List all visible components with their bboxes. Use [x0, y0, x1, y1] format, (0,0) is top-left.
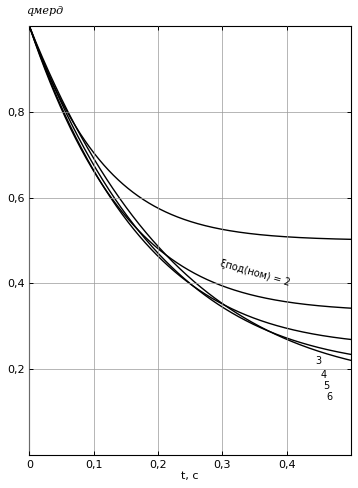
Text: qмерд: qмерд	[26, 6, 63, 16]
Text: 6: 6	[326, 392, 333, 402]
Text: ξпод(ном) = 2: ξпод(ном) = 2	[219, 258, 291, 287]
Text: 5: 5	[323, 381, 330, 391]
Text: 4: 4	[320, 370, 326, 380]
X-axis label: t, c: t, c	[182, 471, 199, 481]
Text: 3: 3	[316, 356, 322, 366]
